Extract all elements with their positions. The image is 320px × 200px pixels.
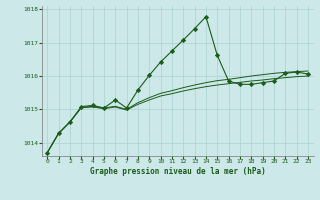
- X-axis label: Graphe pression niveau de la mer (hPa): Graphe pression niveau de la mer (hPa): [90, 167, 266, 176]
